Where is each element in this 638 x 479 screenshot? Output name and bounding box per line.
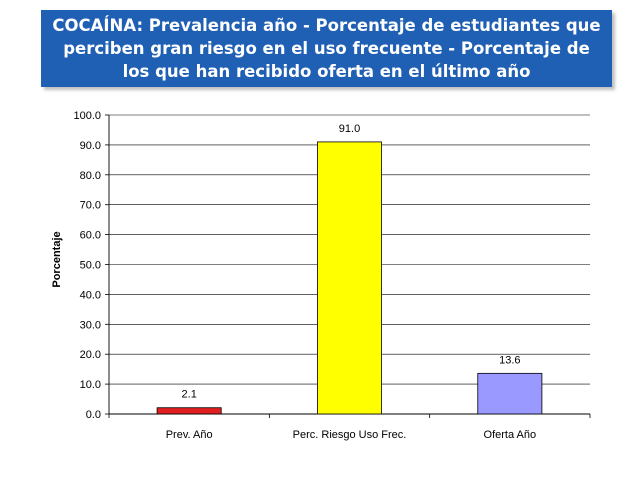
data-label: 13.6 xyxy=(499,354,520,366)
x-tick-label: Prev. Año xyxy=(166,429,213,441)
bar xyxy=(477,372,543,415)
y-tick-label: 0.0 xyxy=(86,409,101,421)
y-tick-label: 10.0 xyxy=(80,379,101,391)
x-tick-label: Perc. Riesgo Uso Frec. xyxy=(293,429,407,441)
bar xyxy=(317,141,382,415)
y-tick-label: 20.0 xyxy=(80,349,101,361)
chart-title-banner: COCAÍNA: Prevalencia año - Porcentaje de… xyxy=(41,10,612,87)
y-axis-label: Porcentaje xyxy=(51,231,63,287)
data-label: 91.0 xyxy=(339,123,360,135)
y-tick-label: 100.0 xyxy=(73,110,101,122)
y-tick-label: 50.0 xyxy=(80,260,101,272)
y-tick-label: 60.0 xyxy=(80,230,101,242)
y-tick-label: 70.0 xyxy=(80,200,101,212)
chart-title: COCAÍNA: Prevalencia año - Porcentaje de… xyxy=(52,16,601,81)
y-tick-label: 40.0 xyxy=(80,289,101,301)
chart-panel: 0.0 10.0 20.0 30.0 40.0 50.0 60.0 70.0 80.0 90.0 1… xyxy=(41,95,612,455)
x-tick-label: Oferta Año xyxy=(484,429,537,441)
y-tick-label: 30.0 xyxy=(80,319,101,331)
y-tick-label: 90.0 xyxy=(80,140,101,152)
bar xyxy=(156,407,222,415)
y-tick-label: 80.0 xyxy=(80,170,101,182)
data-label: 2.1 xyxy=(182,389,197,401)
bar-chart: 0.0 10.0 20.0 30.0 40.0 50.0 60.0 70.0 80.0 90.0 1… xyxy=(51,110,591,441)
